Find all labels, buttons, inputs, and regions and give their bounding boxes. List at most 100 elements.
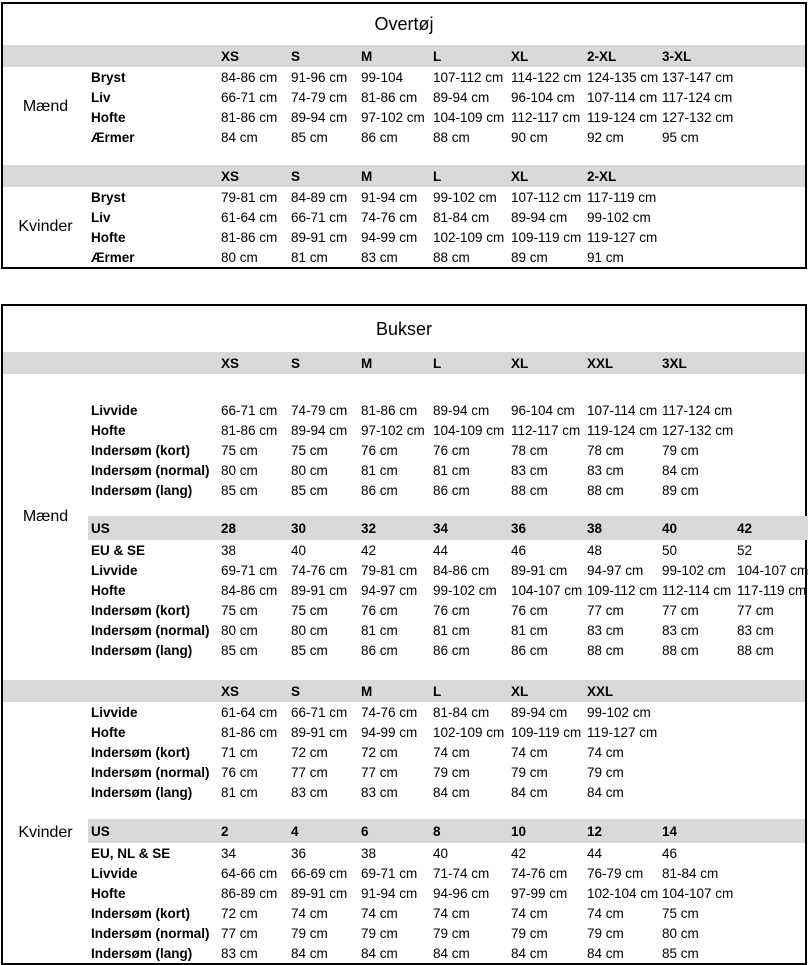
- size-value: 74 cm: [511, 905, 548, 921]
- row-label: Livvide: [91, 865, 138, 881]
- size-value: 117-124 cm: [662, 402, 733, 418]
- size-value: 99-102 cm: [662, 562, 726, 578]
- size-value: 119-127 cm: [587, 724, 658, 740]
- measurement-row: Indersøm (normal) 76 cm 77 cm 77 cm 79 cm 79 …: [3, 762, 805, 782]
- measurement-row: Ærmer 80 cm 81 cm 83 cm 88 cm 89 cm 91 cm: [3, 247, 805, 267]
- row-label: Indersøm (kort): [91, 744, 191, 760]
- size-value: 89-91 cm: [291, 724, 348, 740]
- size-header-cell: L: [433, 168, 442, 184]
- size-value: 89-91 cm: [291, 229, 348, 245]
- measurement-row: Livvide 66-71 cm 74-79 cm 81-86 cm 89-94 cm 9…: [3, 400, 805, 420]
- size-header-cell: XL: [511, 683, 529, 699]
- table-body: XS S M L XL 2-XL 3-XL Mænd Bryst 84-86 cm 91-96 cm…: [3, 45, 805, 267]
- size-value: 74-76 cm: [361, 209, 418, 225]
- size-value: 74-76 cm: [291, 562, 348, 578]
- size-value: 117-124 cm: [662, 89, 733, 105]
- size-value: 99-104: [361, 69, 404, 85]
- group-column-spacer: [3, 722, 88, 742]
- section-gap: [3, 147, 805, 165]
- size-value: 96-104 cm: [511, 89, 575, 105]
- group-column-spacer: [3, 843, 88, 863]
- size-value: 79-81 cm: [361, 562, 418, 578]
- size-value: 76-79 cm: [587, 865, 644, 881]
- size-value: 76 cm: [361, 602, 398, 618]
- size-value: 95 cm: [662, 129, 699, 145]
- measurement-row: Livvide 64-66 cm 66-69 cm 69-71 cm 71-74 cm 7…: [3, 863, 805, 883]
- size-value: 83 cm: [662, 622, 699, 638]
- size-value: 77 cm: [737, 602, 774, 618]
- group-column-spacer: [3, 883, 88, 903]
- group-column-spacer: [3, 680, 88, 702]
- row-label: Indersøm (lang): [91, 482, 193, 498]
- measurement-row: Hofte 84-86 cm 89-91 cm 94-97 cm 99-102 cm 10…: [3, 580, 807, 600]
- row-label: Livvide: [91, 704, 138, 720]
- table-title: Overtøj: [374, 14, 434, 34]
- size-value: 104-107 cm: [511, 582, 583, 598]
- measurement-row: Indersøm (lang) 81 cm 83 cm 83 cm 84 cm 84 cm…: [3, 782, 805, 802]
- size-header-cell: 3-XL: [662, 48, 692, 64]
- size-value: 86 cm: [361, 482, 398, 498]
- us-band: US 2 4 6 8 10 12 14: [88, 819, 805, 843]
- group-column-spacer: [3, 187, 88, 207]
- size-header-row: XS S M L XL XXL 3XL: [3, 352, 805, 374]
- measurement-row: Indersøm (normal) 80 cm 80 cm 81 cm 81 cm 83 …: [3, 460, 805, 480]
- measurement-row: Bryst 84-86 cm 91-96 cm 99-104 107-112 cm 114…: [3, 67, 805, 87]
- size-value: 34: [221, 845, 237, 861]
- size-value: 94-99 cm: [361, 229, 418, 245]
- group-column-spacer: [3, 165, 88, 187]
- group-column-spacer: [3, 67, 88, 87]
- size-value: 84 cm: [433, 945, 470, 961]
- size-value: 109-119 cm: [511, 229, 582, 245]
- size-value: 89-91 cm: [291, 885, 348, 901]
- group-label: Mænd: [22, 508, 69, 525]
- row-label: Hofte: [91, 422, 126, 438]
- size-value: 78 cm: [587, 442, 624, 458]
- row-label: Bryst: [91, 69, 126, 85]
- size-value: 69-71 cm: [361, 865, 418, 881]
- size-value: 81 cm: [511, 622, 548, 638]
- group-column-spacer: [3, 440, 88, 460]
- group-label: Kvinder: [18, 823, 73, 841]
- size-value: 84 cm: [433, 784, 470, 800]
- size-value: 79 cm: [361, 925, 398, 941]
- group-column-spacer: [3, 640, 88, 660]
- size-value: 99-102 cm: [433, 189, 497, 205]
- size-header-cell: XS: [221, 48, 240, 64]
- size-value: 81-86 cm: [221, 109, 278, 125]
- size-value: 81 cm: [221, 784, 258, 800]
- size-value: 88 cm: [587, 642, 624, 658]
- size-value: 102-104 cm: [587, 885, 659, 901]
- size-header-cell: XL: [511, 168, 529, 184]
- row-label: Livvide: [91, 562, 138, 578]
- size-header-cell: S: [291, 355, 301, 371]
- size-value: 112-117 cm: [511, 422, 581, 438]
- size-value: 84 cm: [587, 784, 624, 800]
- size-value: 81-84 cm: [662, 865, 719, 881]
- size-value: 90 cm: [511, 129, 548, 145]
- size-header-cell: XL: [511, 355, 529, 371]
- size-value: 72 cm: [291, 744, 328, 760]
- row-label: Indersøm (normal): [91, 925, 210, 941]
- measurement-row: Bryst 79-81 cm 84-89 cm 91-94 cm 99-102 cm 10…: [3, 187, 805, 207]
- size-header-row: XS S M L XL 2-XL 3-XL: [3, 45, 805, 67]
- size-value: 84 cm: [511, 784, 548, 800]
- section-gap: [3, 374, 805, 400]
- size-value: 66-71 cm: [291, 209, 348, 225]
- size-value: 86 cm: [433, 642, 470, 658]
- size-value: 97-99 cm: [511, 885, 568, 901]
- size-value: 72 cm: [361, 744, 398, 760]
- size-header-cell: S: [291, 168, 301, 184]
- row-label: Indersøm (normal): [91, 622, 210, 638]
- size-header-cell: XXL: [587, 683, 614, 699]
- group-column-spacer: [3, 923, 88, 943]
- row-label: Indersøm (normal): [91, 764, 210, 780]
- size-value: 94-97 cm: [587, 562, 644, 578]
- group-column-spacer: [3, 480, 88, 500]
- size-value: 86 cm: [361, 642, 398, 658]
- us-size-value: 8: [433, 823, 441, 839]
- size-value: 75 cm: [662, 905, 699, 921]
- size-value: 46: [662, 845, 678, 861]
- size-value: 117-119 cm: [737, 582, 807, 598]
- size-value: 80 cm: [221, 249, 258, 265]
